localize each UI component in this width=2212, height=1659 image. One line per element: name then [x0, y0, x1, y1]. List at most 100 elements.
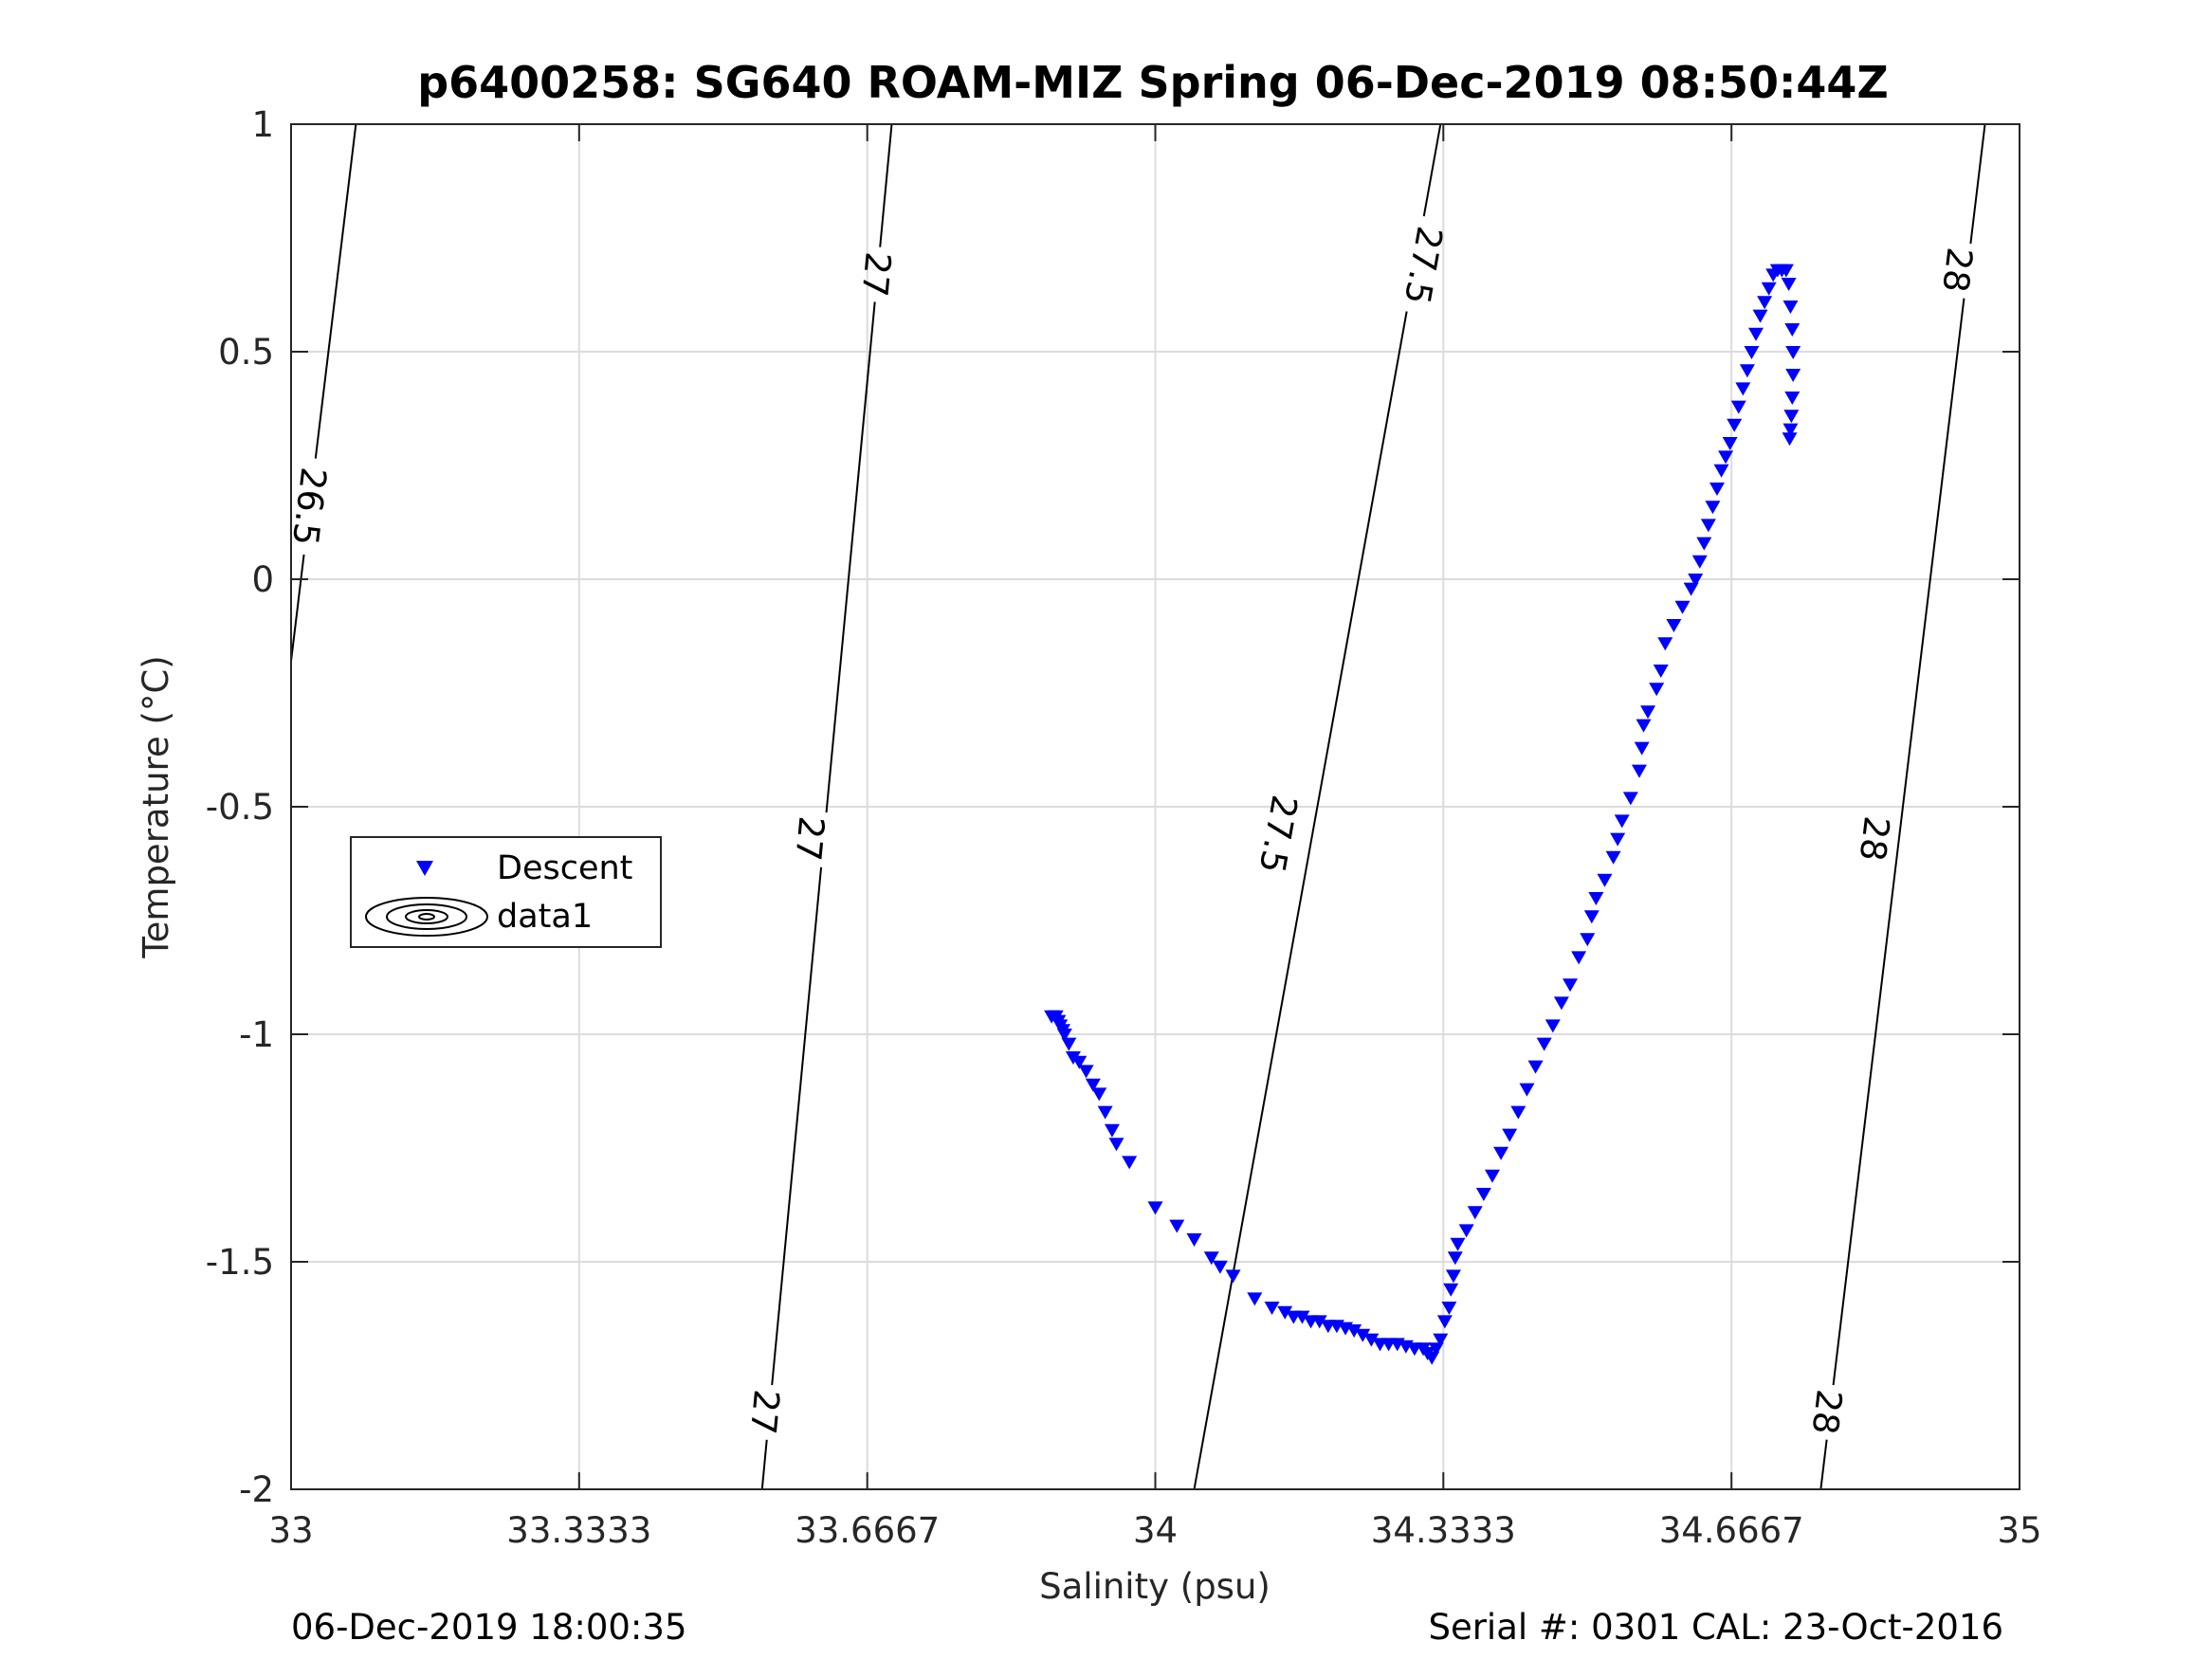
contour-28: 28 28 28 [1804, 123, 1986, 1490]
descent-point [1441, 1302, 1457, 1315]
y-tick-label: -1.5 [206, 1242, 274, 1283]
contour-line [1193, 123, 1442, 1490]
descent-point [1782, 301, 1799, 314]
chart-title: p6400258: SG640 ROAM-MIZ Spring 06-Dec-2… [417, 57, 1889, 108]
descent-point [1739, 364, 1755, 378]
y-tick-label: 0 [251, 559, 274, 600]
legend-box [350, 836, 662, 948]
x-tick-label: 33.3333 [506, 1510, 651, 1551]
x-tick-label: 34.6667 [1659, 1510, 1804, 1551]
x-tick-label: 33 [268, 1510, 313, 1551]
descent-point [1683, 582, 1699, 596]
descent-point [1450, 1237, 1466, 1251]
contour-label: 27 [787, 814, 832, 863]
descent-series [1044, 264, 1801, 1365]
descent-point [1674, 600, 1691, 614]
descent-point [1640, 705, 1656, 720]
descent-point [1108, 1138, 1124, 1152]
descent-point [1484, 1169, 1500, 1183]
descent-point [1563, 978, 1579, 993]
contour-line [290, 123, 357, 662]
descent-point [1709, 483, 1725, 496]
descent-point [1705, 501, 1721, 515]
descent-point [1727, 418, 1743, 432]
descent-point [1355, 1328, 1371, 1342]
descent-point [1475, 1188, 1491, 1201]
grid [291, 124, 2020, 1489]
descent-point [1510, 1105, 1526, 1120]
x-tick-label: 34 [1133, 1510, 1178, 1551]
contour-label: 28 [1852, 814, 1897, 864]
y-tick-label: -1 [239, 1014, 274, 1055]
y-tick-label: 0.5 [218, 332, 274, 373]
contour-label: 28 [1804, 1387, 1850, 1436]
legend-contour-icon [365, 897, 488, 937]
descent-point [1085, 1078, 1101, 1092]
descent-point [1147, 1201, 1163, 1215]
descent-point [1718, 450, 1734, 465]
descent-point [1519, 1083, 1535, 1097]
descent-point [1782, 423, 1799, 437]
descent-point [1761, 282, 1777, 296]
x-tick-label: 34.3333 [1371, 1510, 1516, 1551]
descent-point [1781, 278, 1797, 291]
contour-line [1819, 123, 1986, 1490]
descent-point [1649, 683, 1665, 697]
descent-point [1784, 323, 1801, 337]
descent-point [1097, 1105, 1113, 1120]
descent-point [1631, 764, 1647, 778]
descent-point [1614, 814, 1630, 829]
descent-point [1747, 327, 1764, 341]
descent-point [1078, 1065, 1094, 1079]
contour-27: 27 27 27 [742, 123, 899, 1490]
descent-point [1730, 400, 1746, 414]
descent-point [1778, 264, 1794, 278]
descent-point [1247, 1292, 1263, 1306]
descent-point [1622, 792, 1638, 806]
y-tick-label: -2 [239, 1469, 274, 1510]
descent-point [1363, 1333, 1380, 1347]
descent-point [1722, 437, 1738, 450]
descent-point [1666, 619, 1682, 632]
descent-point [1636, 719, 1652, 733]
descent-point [1691, 555, 1708, 569]
descent-point [1277, 1305, 1293, 1320]
descent-point [1696, 537, 1712, 551]
footer-timestamp: 06-Dec-2019 18:00:35 [291, 1607, 686, 1648]
descent-point [1527, 1060, 1544, 1074]
descent-point [1657, 637, 1673, 651]
descent-point [1634, 741, 1650, 756]
descent-point [1605, 850, 1621, 865]
descent-point [1104, 1123, 1120, 1138]
descent-point [1502, 1128, 1518, 1142]
descent-point [1428, 1342, 1444, 1357]
legend-descent-label: Descent [497, 849, 632, 887]
descent-point [1580, 933, 1596, 947]
footer-serial-cal: Serial #: 0301 CAL: 23-Oct-2016 [1428, 1607, 2003, 1648]
descent-point [1467, 1206, 1483, 1220]
descent-point [1713, 464, 1729, 478]
descent-point [1735, 382, 1751, 396]
contour-label: 27 [742, 1388, 787, 1436]
contour-26.5: 26.5 [284, 123, 357, 662]
legend-data1-label: data1 [497, 898, 593, 936]
descent-point [1700, 519, 1716, 533]
legend-descent-marker [416, 861, 433, 876]
descent-point [1610, 832, 1626, 847]
descent-point [1785, 346, 1801, 359]
descent-point [1571, 951, 1587, 965]
descent-point [1071, 1055, 1088, 1069]
x-axis-label: Salinity (psu) [1039, 1566, 1271, 1607]
descent-point [1757, 296, 1773, 310]
descent-point [1433, 1333, 1449, 1347]
y-axis-label: Temperature (°C) [136, 655, 176, 958]
descent-point [1545, 1019, 1561, 1033]
x-tick-label: 33.6667 [795, 1510, 940, 1551]
descent-point [1169, 1219, 1185, 1233]
descent-point [1783, 410, 1800, 424]
descent-point [1782, 432, 1798, 447]
descent-point [1583, 910, 1600, 924]
